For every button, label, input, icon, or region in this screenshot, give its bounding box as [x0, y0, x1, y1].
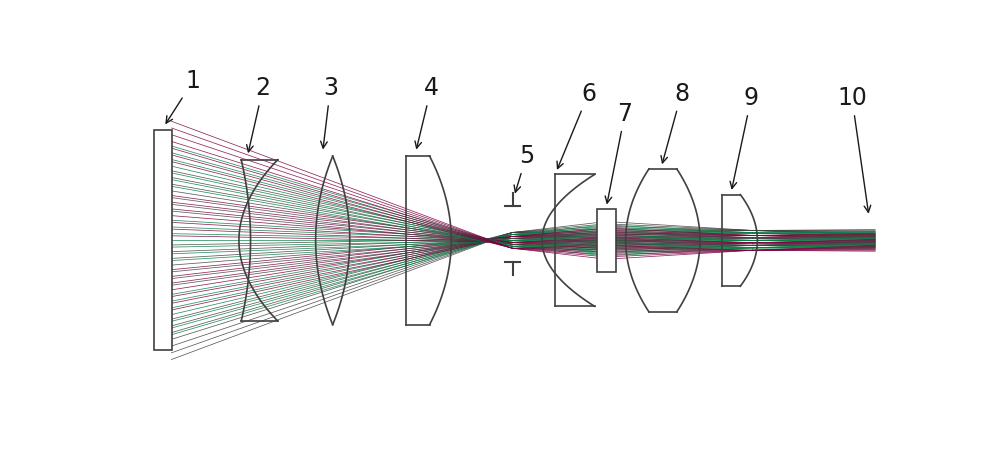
- Text: 6: 6: [557, 82, 596, 169]
- Text: 10: 10: [837, 86, 871, 212]
- Text: 1: 1: [166, 69, 201, 123]
- Text: 3: 3: [321, 76, 338, 148]
- Bar: [597, 209, 616, 271]
- Text: 2: 2: [247, 76, 270, 152]
- Text: 9: 9: [730, 86, 759, 188]
- Text: 7: 7: [605, 102, 632, 203]
- Text: 8: 8: [661, 82, 689, 163]
- Bar: [154, 130, 172, 350]
- Text: 4: 4: [415, 76, 439, 148]
- Text: 5: 5: [514, 144, 534, 192]
